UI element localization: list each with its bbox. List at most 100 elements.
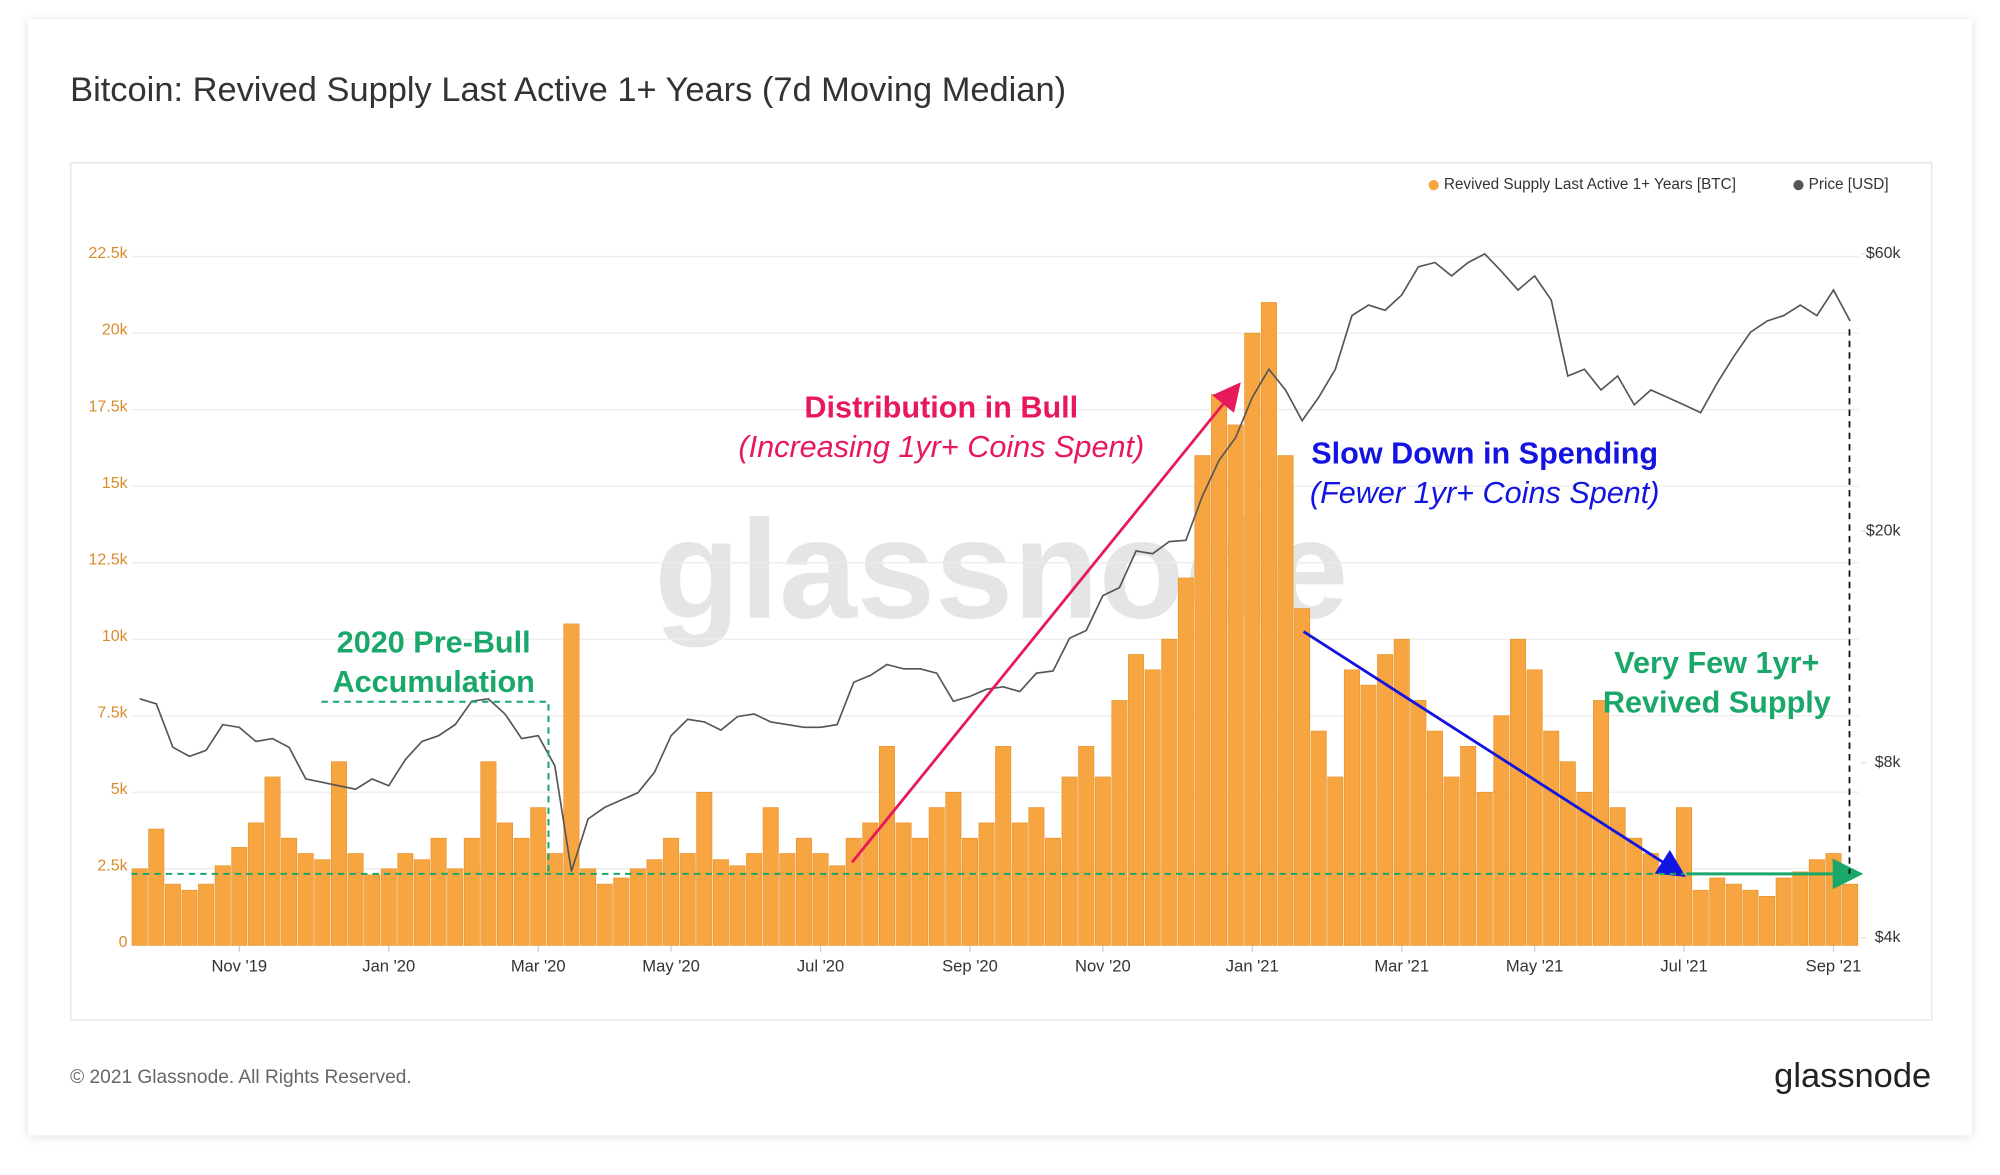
bar	[1078, 746, 1095, 946]
bar	[281, 837, 298, 946]
legend-marker	[1793, 180, 1804, 191]
x-tick-label: Nov '20	[1075, 956, 1131, 975]
arrow-distribution	[850, 382, 1241, 864]
bar	[1128, 654, 1145, 946]
bar	[1360, 684, 1377, 946]
arrow-slowdown	[1302, 630, 1686, 877]
bar	[663, 837, 680, 946]
bar	[198, 883, 215, 946]
bar	[297, 853, 314, 946]
bar	[1460, 746, 1477, 946]
bar	[1808, 859, 1825, 946]
bar	[414, 859, 430, 946]
bar	[1476, 791, 1493, 946]
y2-tick-label: $20k	[1866, 522, 1901, 539]
y-tick-label: 12.5k	[89, 551, 128, 568]
y-tick-label: 5k	[111, 781, 128, 798]
annotation: Distribution in Bull	[804, 391, 1078, 425]
bar	[829, 865, 846, 946]
bar	[1194, 455, 1211, 946]
bar	[214, 865, 231, 946]
y-tick-label: 22.5k	[89, 245, 128, 262]
bar	[1227, 424, 1244, 946]
bar	[1626, 837, 1643, 946]
bar	[1510, 638, 1526, 946]
y-tick-label: 10k	[102, 628, 128, 645]
bar	[679, 853, 696, 946]
bar	[795, 837, 812, 946]
bar	[1244, 332, 1261, 946]
bar	[712, 859, 729, 946]
bar	[164, 883, 181, 946]
bar	[1111, 700, 1128, 946]
bar	[962, 837, 978, 946]
bar	[1842, 883, 1859, 946]
bar	[1742, 889, 1759, 946]
bar	[497, 822, 514, 946]
bar	[430, 837, 447, 946]
bar	[1792, 871, 1809, 946]
bar	[629, 868, 646, 946]
annotation: 2020 Pre-Bull	[337, 625, 531, 659]
x-tick-label: May '21	[1506, 956, 1564, 975]
bar	[596, 883, 613, 946]
annotation: Accumulation	[332, 665, 534, 699]
bar	[845, 837, 862, 946]
bar	[397, 853, 414, 946]
x-tick-label: Jan '20	[362, 956, 415, 975]
bar	[1526, 669, 1543, 946]
bar	[928, 807, 945, 946]
bar	[1825, 853, 1842, 946]
brand-logo: glassnode	[1774, 1057, 1931, 1095]
bar	[1028, 807, 1045, 946]
bar	[530, 807, 547, 946]
y-tick-label: 7.5k	[97, 704, 127, 721]
bar	[1377, 654, 1394, 946]
bar	[1327, 776, 1344, 946]
bar	[563, 623, 580, 946]
x-tick-label: Mar '20	[511, 956, 566, 975]
x-tick-label: Jul '21	[1660, 956, 1707, 975]
y-tick-label: 2.5k	[97, 857, 127, 874]
bar	[1676, 807, 1693, 946]
bar	[131, 868, 148, 946]
x-tick-label: May '20	[642, 956, 700, 975]
bar	[746, 853, 763, 946]
bar	[1310, 730, 1327, 946]
bar	[1426, 730, 1443, 946]
bar	[895, 822, 912, 946]
y-tick-label: 0	[119, 934, 128, 951]
chart-title: Bitcoin: Revived Supply Last Active 1+ Y…	[70, 71, 1066, 109]
bar	[1144, 669, 1161, 946]
bar	[264, 776, 281, 946]
bar	[314, 859, 331, 946]
bar	[696, 791, 713, 946]
bar	[513, 837, 530, 946]
bar	[480, 761, 497, 946]
bar	[1642, 853, 1659, 946]
x-tick-label: Mar '21	[1374, 956, 1429, 975]
bar	[1659, 868, 1676, 946]
bar	[762, 807, 779, 946]
bar	[978, 822, 995, 946]
x-tick-label: Jul '20	[797, 956, 844, 975]
watermark: glassnode	[654, 491, 1348, 648]
bar	[878, 746, 895, 946]
bar	[1559, 761, 1576, 946]
bar	[1343, 669, 1360, 946]
y2-tick-label: $4k	[1875, 929, 1901, 946]
legend-label: Revived Supply Last Active 1+ Years [BTC…	[1444, 176, 1736, 193]
bar	[148, 828, 165, 946]
y2-tick-label: $8k	[1875, 754, 1901, 771]
bar	[995, 746, 1012, 946]
bar	[380, 868, 397, 946]
x-tick-label: Nov '19	[211, 956, 267, 975]
bar	[779, 853, 796, 946]
bar	[812, 853, 829, 946]
bar	[1493, 715, 1510, 946]
annotation: Very Few 1yr+	[1614, 646, 1819, 680]
legend-marker	[1428, 180, 1439, 191]
bar	[1709, 877, 1726, 946]
bar	[646, 859, 663, 946]
